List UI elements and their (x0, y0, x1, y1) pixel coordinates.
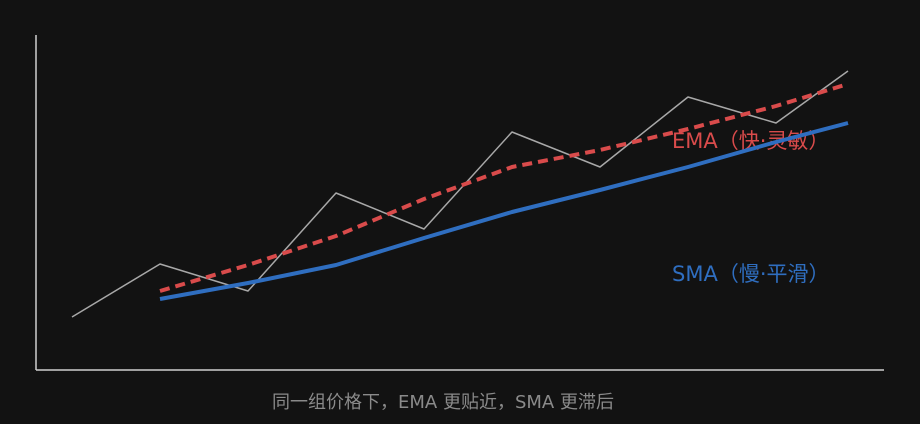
series-line (159, 82, 849, 293)
series-line (71, 70, 849, 318)
series-label: SMA（慢·平滑） (672, 262, 830, 286)
series-line (159, 121, 849, 301)
caption: 同一组价格下，EMA 更贴近，SMA 更滞后 (272, 392, 614, 413)
